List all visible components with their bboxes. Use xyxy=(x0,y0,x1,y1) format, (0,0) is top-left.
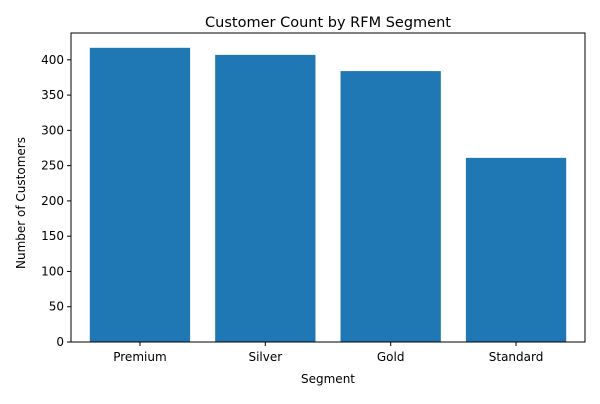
y-tick-label: 0 xyxy=(56,335,64,349)
y-tick-label: 350 xyxy=(41,88,64,102)
bar-gold xyxy=(340,71,441,343)
x-axis: Premium Silver Gold Standard xyxy=(113,342,543,364)
x-tick-label-gold: Gold xyxy=(377,350,405,364)
y-tick-label: 300 xyxy=(41,123,64,137)
y-axis: 0 50 100 150 200 250 300 350 400 xyxy=(41,53,71,349)
y-axis-title: Number of Customers xyxy=(14,137,28,269)
y-tick-label: 100 xyxy=(41,264,64,278)
bar-premium xyxy=(89,47,191,343)
x-axis-title: Segment xyxy=(301,372,355,386)
bars-layer xyxy=(89,47,567,343)
y-tick-label: 50 xyxy=(49,300,64,314)
bar-standard xyxy=(465,157,567,342)
x-tick-label-standard: Standard xyxy=(489,350,544,364)
y-tick-label: 250 xyxy=(41,159,64,173)
y-tick-label: 150 xyxy=(41,229,64,243)
x-tick-label-premium: Premium xyxy=(113,350,166,364)
y-tick-label: 200 xyxy=(41,194,64,208)
y-tick-label: 400 xyxy=(41,53,64,67)
chart-title: Customer Count by RFM Segment xyxy=(205,15,451,31)
bar-silver xyxy=(215,54,316,342)
x-tick-label-silver: Silver xyxy=(248,350,282,364)
plot-frame xyxy=(70,32,586,343)
